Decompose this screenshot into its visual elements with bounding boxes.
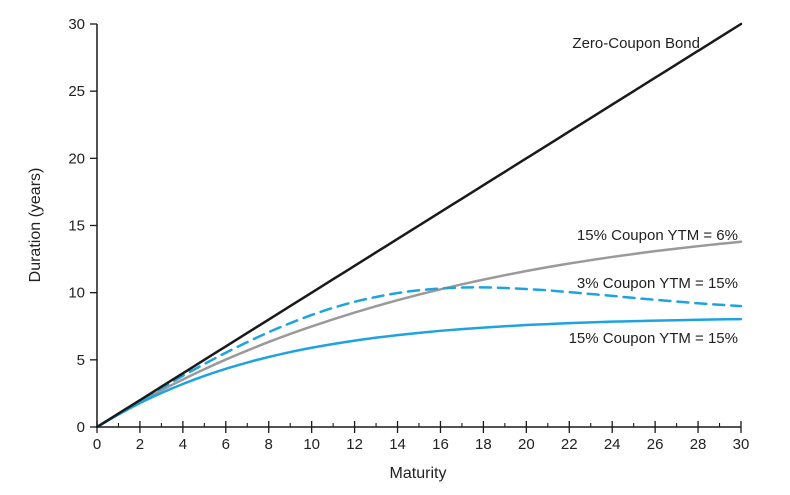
y-tick-label: 0 xyxy=(77,419,85,436)
x-tick-label: 4 xyxy=(179,436,187,453)
x-tick-label: 10 xyxy=(303,436,320,453)
series-line-0 xyxy=(95,22,743,429)
x-tick-label: 2 xyxy=(136,436,144,453)
x-tick-label: 30 xyxy=(733,436,750,453)
x-axis-title: Maturity xyxy=(390,465,447,482)
x-tick-label: 28 xyxy=(690,436,707,453)
y-tick-label: 20 xyxy=(68,150,85,167)
x-tick-label: 26 xyxy=(647,436,664,453)
y-tick-label: 15 xyxy=(68,218,85,235)
x-tick-label: 20 xyxy=(518,436,535,453)
x-tick-label: 18 xyxy=(475,436,492,453)
x-tick-label: 12 xyxy=(346,436,363,453)
series-line-3 xyxy=(95,317,743,429)
series-layer xyxy=(95,22,743,429)
series-label-15-coupon-ytm-6: 15% Coupon YTM = 6% xyxy=(577,227,738,244)
series-label-15-coupon-ytm-15: 15% Coupon YTM = 15% xyxy=(569,330,738,347)
y-tick-label: 30 xyxy=(68,16,85,33)
series-labels: Zero-Coupon Bond 15% Coupon YTM = 6% 3% … xyxy=(569,35,738,347)
x-tick-label: 6 xyxy=(222,436,230,453)
x-tick-label: 0 xyxy=(93,436,101,453)
y-tick-label: 25 xyxy=(68,83,85,100)
series-line-1 xyxy=(95,240,743,429)
series-label-3-coupon-ytm-15: 3% Coupon YTM = 15% xyxy=(577,275,738,292)
x-tick-label: 8 xyxy=(265,436,273,453)
y-tick-label: 10 xyxy=(68,285,85,302)
y-axis-title: Duration (years) xyxy=(27,168,44,283)
x-tick-label: 16 xyxy=(432,436,449,453)
series-line-2 xyxy=(95,286,743,429)
x-tick-label: 14 xyxy=(389,436,406,453)
series-label-zero-coupon: Zero-Coupon Bond xyxy=(572,35,700,52)
x-tick-label: 24 xyxy=(604,436,621,453)
y-tick-label: 5 xyxy=(77,352,85,369)
x-tick-label: 22 xyxy=(561,436,578,453)
